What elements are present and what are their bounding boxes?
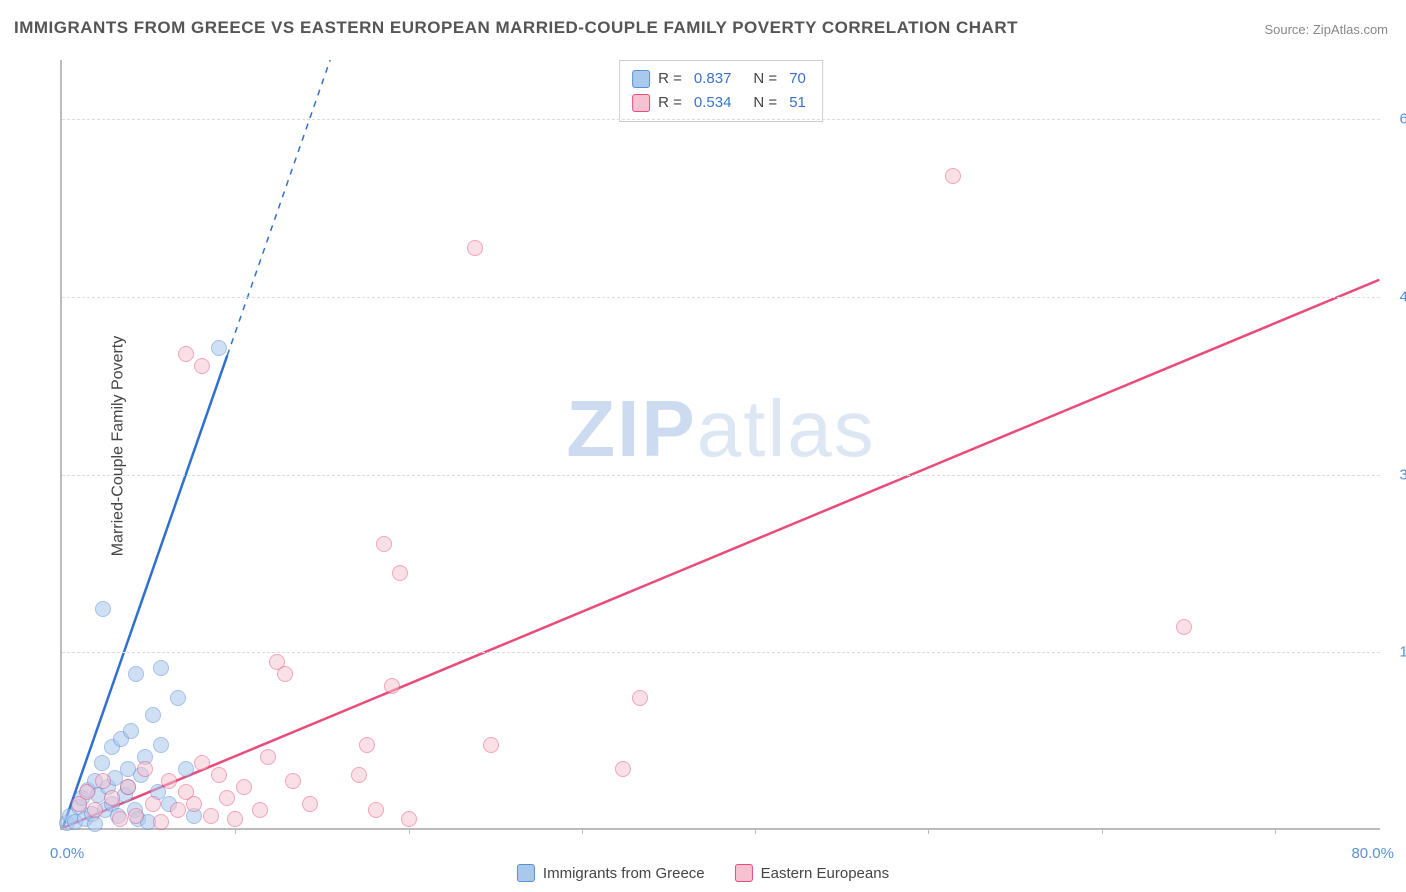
scatter-point [123, 723, 139, 739]
legend-correlation-row: R = 0.837 N = 70 [632, 67, 810, 91]
series-legend: Immigrants from Greece Eastern Europeans [517, 864, 889, 882]
scatter-point [194, 358, 210, 374]
legend-r-value: 0.534 [694, 91, 732, 115]
correlation-legend: R = 0.837 N = 70 R = 0.534 N = 51 [619, 60, 823, 122]
scatter-point [161, 773, 177, 789]
scatter-point [178, 761, 194, 777]
y-tick-label: 30.0% [1399, 466, 1406, 483]
x-tick-mark [755, 828, 756, 834]
scatter-point [178, 346, 194, 362]
y-tick-label: 15.0% [1399, 644, 1406, 661]
scatter-point [1176, 619, 1192, 635]
scatter-point [219, 790, 235, 806]
y-tick-label: 60.0% [1399, 111, 1406, 128]
legend-r-label: R = [658, 91, 682, 115]
y-tick-label: 45.0% [1399, 288, 1406, 305]
x-tick-mark [1102, 828, 1103, 834]
legend-n-label: N = [753, 67, 777, 91]
scatter-point [285, 773, 301, 789]
x-axis-max-label: 80.0% [1351, 845, 1394, 862]
scatter-point [104, 790, 120, 806]
scatter-point [95, 773, 111, 789]
legend-swatch [735, 864, 753, 882]
scatter-point [79, 784, 95, 800]
scatter-point [87, 802, 103, 818]
scatter-point [186, 796, 202, 812]
scatter-point [153, 660, 169, 676]
scatter-point [384, 678, 400, 694]
trend-lines [62, 60, 1380, 828]
scatter-point [94, 755, 110, 771]
scatter-point [211, 340, 227, 356]
scatter-plot-area: ZIPatlas R =0.837N =70R =0.534N =51 15.0… [60, 60, 1380, 830]
scatter-point [203, 808, 219, 824]
scatter-point [128, 808, 144, 824]
x-tick-mark [409, 828, 410, 834]
scatter-point [277, 666, 293, 682]
legend-n-value: 51 [789, 91, 806, 115]
scatter-point [236, 779, 252, 795]
scatter-point [945, 168, 961, 184]
scatter-point [392, 565, 408, 581]
scatter-point [95, 601, 111, 617]
scatter-point [227, 811, 243, 827]
x-axis-min-label: 0.0% [50, 845, 84, 862]
gridline-horizontal [62, 652, 1380, 653]
watermark: ZIPatlas [566, 383, 875, 475]
scatter-point [368, 802, 384, 818]
legend-series-item: Immigrants from Greece [517, 864, 705, 882]
gridline-horizontal [62, 297, 1380, 298]
scatter-point [170, 802, 186, 818]
x-tick-mark [235, 828, 236, 834]
legend-series-label: Immigrants from Greece [543, 865, 705, 882]
scatter-point [359, 737, 375, 753]
legend-r-label: R = [658, 67, 682, 91]
scatter-point [170, 690, 186, 706]
legend-n-value: 70 [789, 67, 806, 91]
scatter-point [112, 811, 128, 827]
scatter-point [401, 811, 417, 827]
scatter-point [128, 666, 144, 682]
legend-swatch [632, 94, 650, 112]
scatter-point [260, 749, 276, 765]
legend-swatch [517, 864, 535, 882]
scatter-point [351, 767, 367, 783]
scatter-point [153, 814, 169, 830]
chart-title: IMMIGRANTS FROM GREECE VS EASTERN EUROPE… [14, 18, 1018, 38]
scatter-point [302, 796, 318, 812]
watermark-atlas: atlas [697, 384, 876, 473]
scatter-point [252, 802, 268, 818]
scatter-point [467, 240, 483, 256]
scatter-point [120, 779, 136, 795]
x-tick-mark [928, 828, 929, 834]
x-tick-mark [582, 828, 583, 834]
gridline-horizontal [62, 475, 1380, 476]
watermark-zip: ZIP [566, 384, 696, 473]
scatter-point [145, 707, 161, 723]
scatter-point [211, 767, 227, 783]
scatter-point [137, 761, 153, 777]
legend-correlation-row: R = 0.534 N = 51 [632, 91, 810, 115]
legend-series-item: Eastern Europeans [735, 864, 889, 882]
source-attribution: Source: ZipAtlas.com [1264, 22, 1388, 37]
scatter-point [87, 816, 103, 832]
gridline-horizontal [62, 119, 1380, 120]
legend-swatch [632, 70, 650, 88]
legend-r-value: 0.837 [694, 67, 732, 91]
legend-series-label: Eastern Europeans [761, 865, 889, 882]
scatter-point [615, 761, 631, 777]
scatter-point [194, 755, 210, 771]
scatter-point [376, 536, 392, 552]
scatter-point [483, 737, 499, 753]
scatter-point [153, 737, 169, 753]
scatter-point [632, 690, 648, 706]
scatter-point [145, 796, 161, 812]
x-tick-mark [1275, 828, 1276, 834]
legend-n-label: N = [753, 91, 777, 115]
